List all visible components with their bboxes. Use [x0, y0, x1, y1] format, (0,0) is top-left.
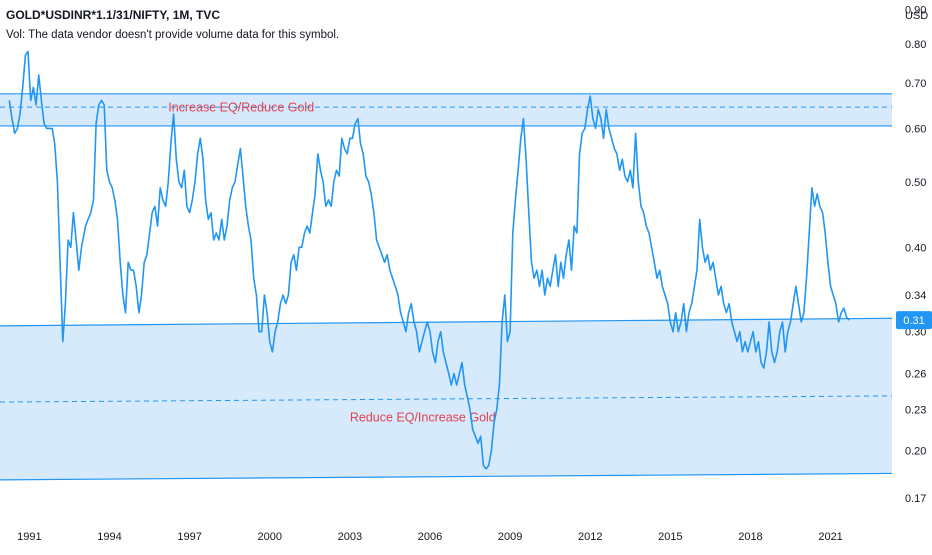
x-tick-label-2009: 2009	[498, 531, 522, 543]
y-tick-label-0.26: 0.26	[905, 369, 926, 381]
upper-zone-fill	[0, 93, 892, 126]
volume-note: Vol: The data vendor doesn't provide vol…	[6, 29, 340, 41]
x-tick-label-2003: 2003	[338, 531, 362, 543]
x-tick-label-1994: 1994	[97, 531, 121, 543]
lower-zone-fill	[0, 318, 892, 480]
symbol-title: GOLD*USDINR*1.1/31/NIFTY, 1M, TVC	[6, 8, 221, 22]
y-tick-label-0.50: 0.50	[905, 177, 926, 189]
series-layer	[8, 50, 850, 470]
x-tick-label-1997: 1997	[177, 531, 201, 543]
lower-zone-label: Reduce EQ/Increase Gold	[350, 410, 496, 424]
y-tick-label-0.34: 0.34	[905, 290, 926, 302]
x-tick-label-2000: 2000	[257, 531, 281, 543]
axis-layer: 1991 1994 1997 2000 2003 2006 2009 2012 2015 2018…	[17, 4, 932, 543]
y-tick-label-0.60: 0.60	[905, 123, 926, 135]
symbol-legend[interactable]: GOLD*USDINR*1.1/31/NIFTY, 1M, TVC	[6, 8, 220, 22]
x-tick-label-2012: 2012	[578, 531, 602, 543]
currency-label: USD	[905, 10, 929, 22]
y-tick-label-0.80: 0.80	[905, 39, 926, 51]
x-tick-label-1991: 1991	[17, 531, 41, 543]
last-price-label: 0.31	[903, 315, 924, 327]
x-tick-label-2021: 2021	[818, 531, 842, 543]
y-tick-label-0.70: 0.70	[905, 78, 926, 90]
x-tick-label-2006: 2006	[418, 531, 442, 543]
lower-zone-mid-line[interactable]	[0, 395, 893, 403]
y-tick-label-0.90: 0.90	[905, 4, 926, 16]
y-tick-label-0.20: 0.20	[905, 446, 926, 458]
upper-zone-label: Increase EQ/Reduce Gold	[168, 100, 314, 114]
series-line-ratio[interactable]	[8, 50, 850, 470]
x-tick-label-2018: 2018	[738, 531, 762, 543]
y-tick-label-0.30: 0.30	[905, 327, 926, 339]
last-price-badge	[896, 311, 932, 330]
y-tick-label-0.17: 0.17	[905, 493, 926, 505]
x-tick-label-2015: 2015	[658, 531, 682, 543]
lower-zone-bottom-line[interactable]	[0, 472, 893, 481]
y-tick-label-0.40: 0.40	[905, 242, 926, 254]
lower-zone-top-line[interactable]	[0, 317, 893, 327]
y-tick-label-0.23: 0.23	[905, 405, 926, 417]
zones-layer: Increase EQ/Reduce Gold Reduce EQ/Increas…	[0, 93, 893, 481]
